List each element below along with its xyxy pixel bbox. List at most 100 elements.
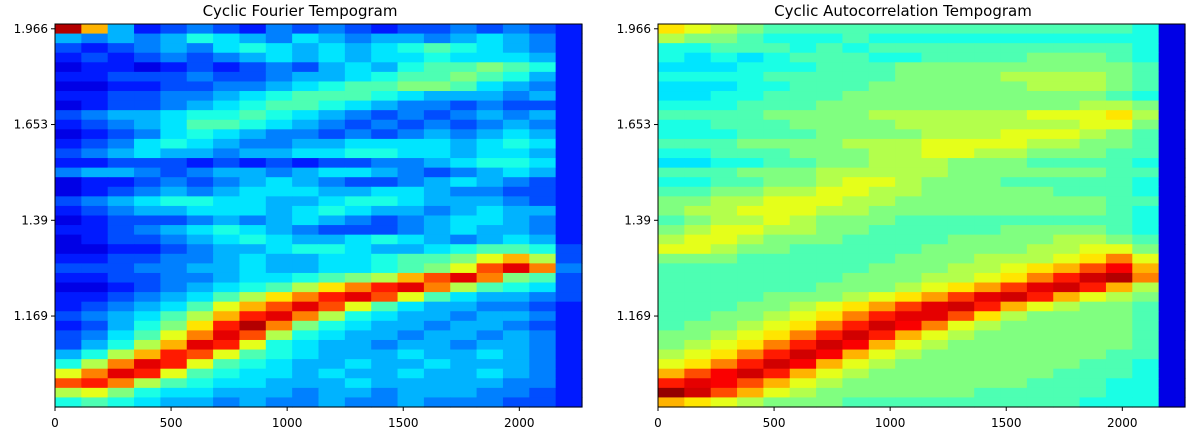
heatmap-cell — [213, 292, 241, 303]
heatmap-cell — [450, 349, 478, 360]
heatmap-cell — [1105, 129, 1133, 140]
heatmap-cell — [974, 100, 1002, 111]
heatmap-cell — [423, 387, 451, 399]
heatmap-cell — [292, 272, 320, 284]
heatmap-cell — [55, 167, 82, 178]
heatmap-cell — [816, 81, 844, 92]
heatmap-cell — [423, 43, 451, 54]
heatmap-cell — [423, 24, 451, 35]
heatmap-cell — [842, 263, 870, 274]
heatmap-cell — [397, 292, 425, 303]
heatmap-cell — [292, 24, 320, 35]
heatmap-cell — [895, 301, 923, 312]
heatmap-cell — [265, 81, 293, 92]
heatmap-cell — [947, 100, 975, 111]
heatmap-cell — [134, 292, 161, 303]
heatmap-cell — [842, 301, 870, 312]
heatmap-cell — [816, 148, 844, 159]
heatmap-cell — [292, 378, 320, 389]
heatmap-cell — [239, 62, 267, 73]
heatmap-cell — [1158, 158, 1186, 169]
heatmap-cell — [450, 301, 478, 312]
heatmap-cell — [371, 320, 399, 331]
heatmap-cell — [842, 129, 870, 140]
heatmap-cell — [450, 177, 478, 188]
heatmap-cell — [239, 301, 267, 312]
heatmap-cell — [1000, 100, 1028, 111]
x-tick-label: 2000 — [504, 416, 535, 430]
heatmap-cell — [684, 378, 712, 389]
heatmap-cell — [107, 71, 135, 83]
heatmap-cell — [81, 292, 109, 303]
heatmap-cell — [239, 320, 267, 331]
heatmap-cell — [1105, 311, 1133, 322]
x-tick-label: 1500 — [388, 416, 419, 430]
heatmap-cell — [974, 158, 1002, 169]
heatmap-cell — [397, 225, 425, 236]
heatmap-cell — [816, 349, 844, 360]
heatmap-cell — [265, 177, 293, 188]
heatmap-cell — [710, 349, 738, 360]
heatmap-cell — [947, 349, 975, 360]
heatmap-cell — [529, 359, 557, 370]
heatmap-cell — [107, 253, 135, 264]
heatmap-cell — [476, 205, 504, 217]
heatmap-cell — [55, 387, 82, 399]
heatmap-cell — [789, 148, 817, 159]
heatmap-cell — [947, 215, 975, 226]
heatmap-cell — [239, 186, 267, 197]
heatmap-cell — [1079, 387, 1107, 399]
heatmap-cell — [1000, 129, 1028, 140]
heatmap-cell — [1132, 119, 1160, 130]
heatmap-cell — [684, 301, 712, 312]
heatmap-cell — [816, 215, 844, 226]
heatmap-cell — [1026, 33, 1054, 44]
heatmap-cell — [55, 43, 82, 54]
heatmap-cell — [1105, 349, 1133, 360]
heatmap-cell — [1132, 234, 1160, 245]
heatmap-cell — [423, 158, 451, 169]
heatmap-cell — [868, 186, 896, 197]
heatmap-cell — [213, 138, 241, 150]
heatmap-cell — [684, 43, 712, 54]
heatmap-cell — [895, 91, 923, 102]
heatmap-cell — [658, 282, 685, 293]
heatmap-cell — [658, 253, 685, 264]
heatmap-cell — [816, 272, 844, 284]
heatmap-cell — [476, 320, 504, 331]
heatmap-cell — [423, 234, 451, 245]
heatmap-cell — [789, 234, 817, 245]
heatmap-cell — [55, 301, 82, 312]
heatmap-cell — [265, 119, 293, 130]
heatmap-cell — [134, 24, 161, 35]
heatmap-cell — [423, 349, 451, 360]
heatmap-cell — [737, 387, 764, 399]
heatmap-cell — [895, 339, 923, 351]
heatmap-cell — [1158, 244, 1186, 255]
heatmap-cell — [213, 119, 241, 130]
heatmap-cell — [868, 339, 896, 351]
heatmap-cell — [371, 330, 399, 341]
heatmap-cell — [134, 186, 161, 197]
heatmap-cell — [921, 205, 949, 217]
heatmap-cell — [684, 311, 712, 322]
heatmap-cell — [134, 110, 161, 121]
y-tick-label: 1.966 — [14, 22, 48, 36]
heatmap-cell — [1053, 387, 1081, 399]
heatmap-cell — [947, 244, 975, 255]
heatmap-cell — [1000, 292, 1028, 303]
heatmap-cell — [450, 110, 478, 121]
heatmap-cell — [974, 62, 1002, 73]
heatmap-cell — [842, 339, 870, 351]
heatmap-cell — [895, 148, 923, 159]
heatmap-cell — [265, 215, 293, 226]
heatmap-cell — [160, 215, 188, 226]
heatmap-cell — [318, 177, 346, 188]
heatmap-cell — [1132, 110, 1160, 121]
heatmap-cell — [213, 110, 241, 121]
heatmap-cell — [868, 397, 896, 408]
heatmap-cell — [1026, 292, 1054, 303]
heatmap-cell — [710, 148, 738, 159]
heatmap-cell — [1000, 330, 1028, 341]
heatmap-cell — [239, 119, 267, 130]
